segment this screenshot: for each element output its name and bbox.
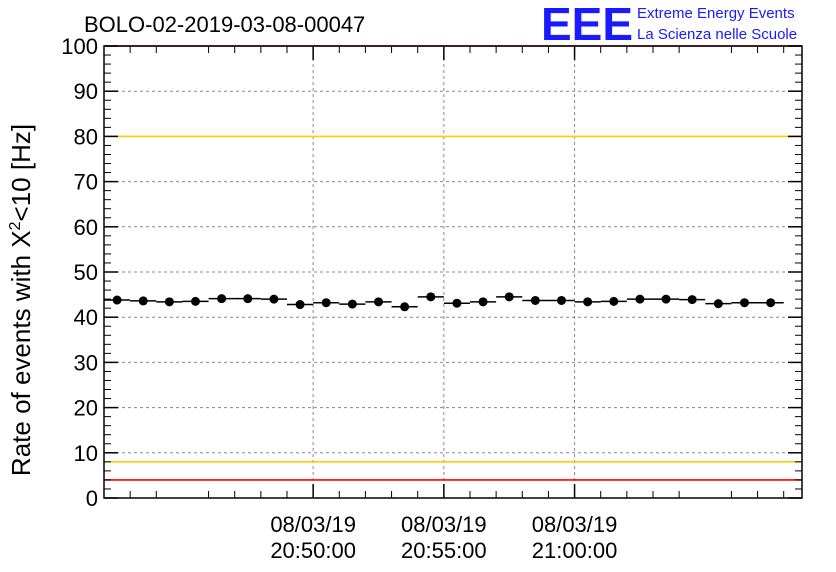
data-point <box>530 295 540 305</box>
x-tick-date: 08/03/19 <box>532 512 618 537</box>
y-tick-label: 60 <box>74 215 98 240</box>
data-point <box>739 298 749 308</box>
data-point <box>347 299 357 309</box>
data-point <box>373 297 383 307</box>
data-point <box>112 295 122 305</box>
data-point <box>138 296 148 306</box>
data-point <box>452 298 462 308</box>
x-tick-time: 20:50:00 <box>270 538 356 563</box>
y-tick-label: 40 <box>74 305 98 330</box>
y-axis-title: Rate of events with X2<10 [Hz] <box>6 124 36 476</box>
logo-line-2: La Scienza nelle Scuole <box>637 26 797 43</box>
data-point <box>400 302 410 312</box>
data-point <box>321 298 331 308</box>
y-tick-label: 10 <box>74 441 98 466</box>
data-point <box>635 294 645 304</box>
data-point <box>556 295 566 305</box>
data-point <box>583 297 593 307</box>
y-tick-label: 20 <box>74 396 98 421</box>
data-point <box>217 294 227 304</box>
x-tick-date: 08/03/19 <box>270 512 356 537</box>
data-point <box>504 292 514 302</box>
data-point <box>609 296 619 306</box>
axis-ticks <box>104 45 802 499</box>
y-tick-label: 90 <box>74 79 98 104</box>
x-tick-time: 20:55:00 <box>401 538 487 563</box>
data-point <box>243 294 253 304</box>
logo-line-1: Extreme Energy Events <box>637 5 795 22</box>
y-tick-label: 50 <box>74 260 98 285</box>
tick-labels: 010203040506070809010008/03/1920:50:0008… <box>61 34 617 563</box>
data-point <box>190 296 200 306</box>
data-point <box>164 297 174 307</box>
x-tick-time: 21:00:00 <box>532 538 618 563</box>
reference-lines <box>104 45 802 481</box>
data-point <box>295 300 305 310</box>
grid <box>104 46 802 498</box>
data-point <box>478 297 488 307</box>
run-title: BOLO-02-2019-03-08-00047 <box>84 12 365 37</box>
data-point <box>766 298 776 308</box>
data-point <box>661 294 671 304</box>
y-tick-label: 70 <box>74 170 98 195</box>
y-tick-label: 80 <box>74 124 98 149</box>
data-series <box>104 292 784 312</box>
data-point <box>426 292 436 302</box>
y-tick-label: 0 <box>86 486 98 511</box>
x-tick-date: 08/03/19 <box>401 512 487 537</box>
data-point <box>687 295 697 305</box>
data-point <box>269 294 279 304</box>
eee-logo: EEE Extreme Energy Events La Scienza nel… <box>541 0 797 50</box>
y-tick-label: 30 <box>74 350 98 375</box>
data-point <box>713 299 723 309</box>
y-tick-label: 100 <box>61 34 98 59</box>
logo-mark: EEE <box>541 0 633 50</box>
